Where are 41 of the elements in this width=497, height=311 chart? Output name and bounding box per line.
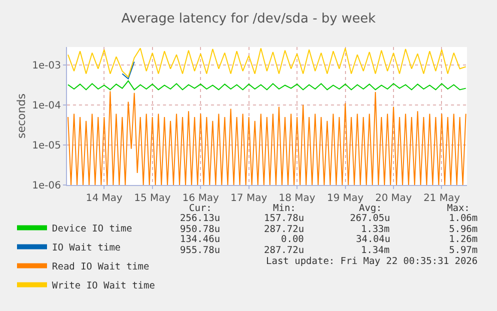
y-axis-title: seconds xyxy=(14,93,28,138)
text: 1.34m xyxy=(361,245,390,256)
text: Avg: xyxy=(359,203,382,214)
y-tick-label: 1e-03 xyxy=(32,60,61,72)
y-tick-label: 1e-06 xyxy=(32,180,61,192)
chart-title: Average latency for /dev/sda - by week xyxy=(121,12,376,27)
legend-label: Device IO time xyxy=(52,224,132,235)
legend-label: Write IO Wait time xyxy=(52,280,156,292)
line-series xyxy=(68,48,466,78)
text: 950.78u xyxy=(180,224,220,235)
legend-label: Read IO Wait time xyxy=(52,262,150,273)
x-tick-label: 18 May xyxy=(278,193,316,204)
x-tick-label: 20 May xyxy=(375,193,412,204)
text: 1.06m xyxy=(449,213,478,224)
x-tick-label: 21 May xyxy=(423,193,460,204)
text: 267.05u xyxy=(350,213,390,224)
text: 256.13u xyxy=(180,213,220,224)
text: 1.33m xyxy=(361,224,390,235)
legend-label: IO Wait time xyxy=(52,242,121,254)
text: Last update: Fri May 22 00:35:31 2026 xyxy=(266,256,478,267)
x-tick-label: 19 May xyxy=(326,193,364,204)
text: 0.00 xyxy=(281,234,304,245)
text: 134.46u xyxy=(180,234,220,245)
text: Max: xyxy=(447,203,470,214)
x-tick-label: 15 May xyxy=(134,193,171,204)
x-tick-label: 17 May xyxy=(230,193,268,204)
x-tick-label: 16 May xyxy=(182,193,219,204)
y-tick-label: 1e-05 xyxy=(32,140,61,152)
x-tick-label: 14 May xyxy=(86,193,123,204)
text: 1.26m xyxy=(449,234,478,245)
y-tick-label: 1e-04 xyxy=(32,100,61,112)
text: 157.78u xyxy=(264,213,304,224)
text: Cur: xyxy=(189,203,212,214)
text: 5.96m xyxy=(449,224,478,235)
text: Min: xyxy=(273,203,296,214)
text: 5.97m xyxy=(449,245,478,256)
text: 287.72u xyxy=(264,245,304,256)
text: 34.04u xyxy=(356,234,390,245)
text: 955.78u xyxy=(180,245,220,256)
text: 287.72u xyxy=(264,224,304,235)
line-series xyxy=(68,80,466,90)
